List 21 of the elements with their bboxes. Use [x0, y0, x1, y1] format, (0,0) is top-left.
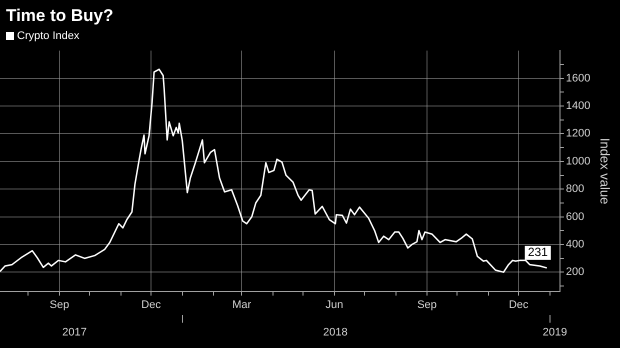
y-tick-label: 200 — [566, 266, 584, 278]
y-tick-label: 400 — [566, 238, 584, 251]
y-tick-label: 800 — [566, 183, 584, 196]
chart-title: Time to Buy? — [5, 5, 114, 26]
y-tick-label: 1400 — [566, 100, 590, 112]
y-tick-label: 1600 — [566, 72, 590, 84]
x2-tick-label: 2019 — [542, 326, 568, 338]
x-tick-label: Dec — [508, 299, 529, 312]
y-tick-label: 600 — [566, 210, 584, 223]
x-tick-label: Jun — [325, 299, 344, 312]
y-tick-label: 1000 — [566, 155, 590, 168]
x-tick-label: Sep — [417, 299, 437, 312]
x2-tick-label: 2018 — [323, 326, 348, 338]
y-tick-label: 1200 — [566, 128, 590, 140]
x-tick-label: Sep — [50, 299, 70, 312]
annotation: 231 — [528, 245, 548, 260]
y-axis-title: Index value — [598, 138, 613, 204]
legend-label: Crypto Index — [17, 30, 80, 42]
x2-tick-label: 2017 — [62, 326, 87, 338]
x-tick-label: Mar — [232, 299, 252, 312]
x-tick-label: Dec — [141, 299, 162, 312]
